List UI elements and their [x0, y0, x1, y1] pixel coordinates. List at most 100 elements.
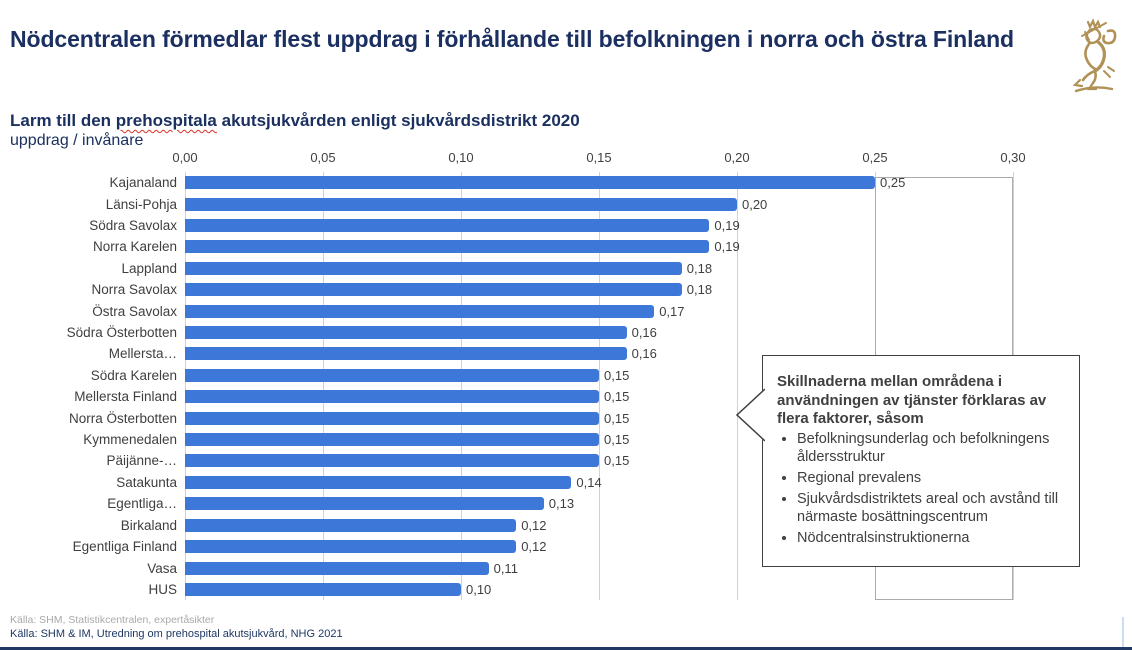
callout-bullet: Sjukvårdsdistriktets areal och avstånd t…: [797, 491, 1065, 527]
value-label: 0,13: [548, 496, 575, 512]
category-label: Södra Savolax: [89, 218, 177, 234]
bar: [185, 454, 599, 468]
bar-row: 0,19: [185, 215, 1013, 236]
bar: [185, 411, 599, 425]
bar: [185, 326, 627, 340]
category-label: Mellersta…: [108, 346, 177, 362]
category-label: Norra Österbotten: [68, 410, 177, 426]
value-label: 0,15: [604, 432, 630, 448]
bar: [185, 497, 544, 511]
chart-title-pre: Larm till den: [10, 111, 116, 130]
x-tick-label: 0,25: [862, 150, 888, 165]
x-tick-label: 0,15: [586, 150, 612, 165]
bar: [185, 261, 682, 275]
category-label: HUS: [148, 581, 177, 597]
category-label: Östra Savolax: [92, 303, 177, 319]
category-label: Mellersta Finland: [74, 389, 177, 405]
category-label: Lappland: [121, 260, 177, 276]
x-tick-label: 0,30: [1000, 150, 1026, 165]
bar: [185, 304, 655, 318]
x-axis-ticks: 0,00 0,05 0,10 0,15 0,20 0,25 0,30: [172, 150, 1025, 166]
bar-row: 0,16: [185, 343, 1013, 364]
bar-rows: 0,25 0,20 0,19 0,19 0,18 0,18 0,17 0,16 0,16 0,15…: [185, 172, 1013, 600]
bar-row: 0,12: [185, 536, 1013, 557]
axis-unit-label: uppdrag / invånare: [10, 132, 144, 149]
value-label: 0,18: [686, 282, 713, 298]
bar-row: 0,18: [185, 279, 1013, 300]
source-line-1: Källa: SHM, Statistikcentralen, expertås…: [10, 614, 215, 626]
bar-row: 0,11: [185, 557, 1013, 578]
bar: [185, 518, 517, 532]
category-label: Vasa: [147, 560, 177, 576]
bar: [185, 283, 682, 297]
bar-chart-plot: 0,25 0,20 0,19 0,19 0,18 0,18 0,17 0,16 0,16 0,15…: [185, 172, 1014, 600]
callout-bullet: Befolkningsunderlag och befolkningens ål…: [797, 431, 1065, 467]
bar-row: 0,14: [185, 472, 1013, 493]
value-label: 0,12: [521, 517, 547, 533]
value-label: 0,15: [604, 367, 630, 383]
category-label: Kymmenedalen: [83, 432, 177, 448]
bar-row: 0,10: [185, 579, 1013, 600]
scrollbar-fragment[interactable]: [1122, 617, 1124, 647]
category-labels: Kajanaland Länsi-Pohja Södra Savolax Norra …: [0, 172, 177, 600]
bar: [185, 475, 572, 489]
value-label: 0,15: [604, 389, 630, 405]
bar-row: 0,15: [185, 365, 1013, 386]
bar-row: 0,15: [185, 407, 1013, 428]
bar: [185, 219, 710, 233]
callout-bullet-list: Befolkningsunderlag och befolkningens ål…: [777, 431, 1065, 548]
bar-row: 0,13: [185, 493, 1013, 514]
value-label: 0,14: [576, 474, 602, 490]
callout-heading: Skillnaderna mellan områdena i användnin…: [777, 373, 1047, 428]
gridline: [736, 172, 738, 600]
bar-row: 0,12: [185, 515, 1013, 536]
callout-box: Skillnaderna mellan områdena i användnin…: [736, 355, 1080, 567]
category-label: Egentliga Finland: [72, 539, 177, 555]
bar-row: 0,15: [185, 450, 1013, 471]
category-label: Kajanaland: [109, 175, 177, 191]
gridline: [322, 172, 324, 600]
value-label: 0,25: [880, 175, 906, 191]
chart-title: Larm till den prehospitala akutsjukvårde…: [10, 111, 580, 131]
x-tick-label: 0,20: [724, 150, 750, 165]
bar: [185, 347, 627, 361]
value-label: 0,16: [631, 325, 657, 341]
x-tick-label: 0,05: [310, 150, 336, 165]
x-tick-label: 0,00: [172, 150, 198, 165]
value-label: 0,16: [631, 346, 657, 362]
bar: [185, 540, 517, 554]
value-label: 0,12: [521, 539, 547, 555]
category-label: Birkaland: [120, 517, 177, 533]
chart-title-post: akutsjukvården enligt sjukvårdsdistrikt …: [216, 111, 580, 130]
value-label: 0,15: [604, 410, 630, 426]
value-label: 0,20: [741, 196, 768, 212]
bar: [185, 582, 461, 596]
bar: [185, 390, 599, 404]
bar-row: 0,19: [185, 236, 1013, 257]
callout-arrow-icon: [736, 388, 765, 442]
category-label: Norra Karelen: [92, 239, 177, 255]
category-label: Satakunta: [116, 474, 177, 490]
gridline: [185, 172, 186, 600]
chart-title-misspelled-word: prehospitala: [115, 111, 217, 130]
bar-row: 0,17: [185, 300, 1013, 321]
category-label: Södra Karelen: [90, 367, 177, 383]
bar: [185, 433, 599, 447]
bar-row: 0,25: [185, 172, 1013, 193]
bottom-accent-bar: [0, 647, 1132, 650]
category-label: Norra Savolax: [91, 282, 177, 298]
callout-bullet: Nödcentralsinstruktionerna: [797, 530, 1065, 548]
bar-row: 0,15: [185, 386, 1013, 407]
gridline: [460, 172, 462, 600]
bar-row: 0,18: [185, 258, 1013, 279]
category-label: Länsi-Pohja: [105, 196, 177, 212]
page-title: Nödcentralen förmedlar flest uppdrag i f…: [10, 26, 1014, 53]
bar: [185, 176, 875, 190]
value-label: 0,17: [659, 303, 685, 319]
category-label: Södra Österbotten: [66, 325, 177, 341]
bar-row: 0,20: [185, 193, 1013, 214]
category-label: Egentliga…: [107, 496, 177, 512]
value-label: 0,11: [493, 560, 518, 576]
bar: [185, 197, 737, 211]
